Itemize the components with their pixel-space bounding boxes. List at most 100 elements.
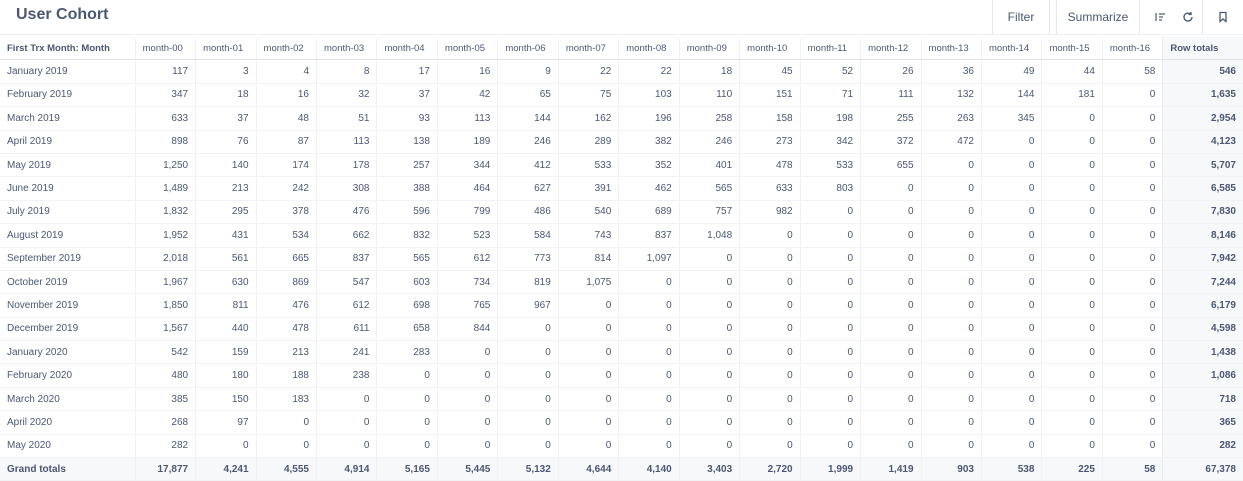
table-cell[interactable]: 0 xyxy=(920,293,982,318)
table-cell[interactable]: 198 xyxy=(799,106,861,131)
table-cell[interactable]: 0 xyxy=(1101,270,1163,295)
grand-total-cell[interactable]: 67,378 xyxy=(1162,457,1243,481)
table-cell[interactable]: 633 xyxy=(134,106,196,131)
table-cell[interactable]: 596 xyxy=(376,200,438,225)
row-label[interactable]: May 2019 xyxy=(0,153,136,178)
table-cell[interactable]: 0 xyxy=(860,200,922,225)
table-cell[interactable]: 4 xyxy=(255,59,317,84)
table-cell[interactable]: 308 xyxy=(315,176,377,201)
table-cell[interactable]: 378 xyxy=(255,200,317,225)
table-cell[interactable]: 0 xyxy=(436,363,498,388)
table-cell[interactable]: 547 xyxy=(315,270,377,295)
table-cell[interactable]: 144 xyxy=(980,83,1042,108)
table-cell[interactable]: 869 xyxy=(255,270,317,295)
row-total-cell[interactable]: 718 xyxy=(1162,387,1243,412)
table-cell[interactable]: 0 xyxy=(195,434,257,459)
table-cell[interactable]: 0 xyxy=(980,176,1042,201)
table-cell[interactable]: 87 xyxy=(255,130,317,154)
table-cell[interactable]: 462 xyxy=(618,176,680,201)
table-cell[interactable]: 0 xyxy=(799,293,861,318)
grand-total-cell[interactable]: 5,132 xyxy=(497,457,559,481)
table-cell[interactable]: 0 xyxy=(980,387,1042,412)
row-label[interactable]: February 2020 xyxy=(0,363,136,388)
table-cell[interactable]: 0 xyxy=(980,153,1042,178)
table-cell[interactable]: 0 xyxy=(860,270,922,295)
row-total-cell[interactable]: 8,146 xyxy=(1162,223,1243,248)
table-cell[interactable]: 0 xyxy=(799,387,861,412)
table-cell[interactable]: 0 xyxy=(557,317,619,342)
table-cell[interactable]: 273 xyxy=(739,130,801,154)
table-cell[interactable]: 246 xyxy=(497,130,559,154)
table-cell[interactable]: 0 xyxy=(1041,293,1103,318)
column-header-month[interactable]: month-05 xyxy=(436,37,498,61)
row-total-cell[interactable]: 1,086 xyxy=(1162,363,1243,388)
table-cell[interactable]: 255 xyxy=(860,106,922,131)
table-cell[interactable]: 159 xyxy=(195,340,257,365)
table-cell[interactable]: 132 xyxy=(920,83,982,108)
table-cell[interactable]: 0 xyxy=(1041,223,1103,248)
table-cell[interactable]: 0 xyxy=(860,223,922,248)
row-total-cell[interactable]: 2,954 xyxy=(1162,106,1243,131)
table-cell[interactable]: 0 xyxy=(920,153,982,178)
table-cell[interactable]: 238 xyxy=(315,363,377,388)
table-cell[interactable]: 0 xyxy=(1101,83,1163,108)
table-cell[interactable]: 0 xyxy=(860,317,922,342)
table-cell[interactable]: 0 xyxy=(980,247,1042,271)
columns-icon[interactable] xyxy=(1146,0,1174,34)
table-cell[interactable]: 0 xyxy=(739,317,801,342)
table-cell[interactable]: 196 xyxy=(618,106,680,131)
table-cell[interactable]: 97 xyxy=(195,410,257,435)
table-cell[interactable]: 0 xyxy=(980,223,1042,248)
column-header-month[interactable]: month-02 xyxy=(255,37,317,61)
table-cell[interactable]: 0 xyxy=(618,363,680,388)
table-cell[interactable]: 832 xyxy=(376,223,438,248)
table-cell[interactable]: 612 xyxy=(315,293,377,318)
column-header-month[interactable]: month-07 xyxy=(557,37,619,61)
table-cell[interactable]: 65 xyxy=(497,83,559,108)
table-cell[interactable]: 263 xyxy=(920,106,982,131)
table-cell[interactable]: 347 xyxy=(134,83,196,108)
table-cell[interactable]: 183 xyxy=(255,387,317,412)
table-cell[interactable]: 0 xyxy=(739,247,801,271)
refresh-icon[interactable] xyxy=(1174,0,1202,34)
table-cell[interactable]: 0 xyxy=(980,410,1042,435)
table-cell[interactable]: 342 xyxy=(799,130,861,154)
row-total-cell[interactable]: 1,635 xyxy=(1162,83,1243,108)
column-header-month[interactable]: month-03 xyxy=(315,37,377,61)
table-cell[interactable]: 0 xyxy=(497,387,559,412)
column-header-dimension[interactable]: First Trx Month: Month xyxy=(0,37,136,61)
table-cell[interactable]: 151 xyxy=(739,83,801,108)
table-cell[interactable]: 18 xyxy=(195,83,257,108)
table-cell[interactable]: 45 xyxy=(739,59,801,84)
row-total-cell[interactable]: 6,179 xyxy=(1162,293,1243,318)
table-cell[interactable]: 478 xyxy=(255,317,317,342)
column-header-month[interactable]: month-16 xyxy=(1101,37,1163,61)
table-cell[interactable]: 0 xyxy=(436,410,498,435)
table-cell[interactable]: 17 xyxy=(376,59,438,84)
table-cell[interactable]: 113 xyxy=(315,130,377,154)
table-cell[interactable]: 0 xyxy=(739,363,801,388)
table-cell[interactable]: 174 xyxy=(255,153,317,178)
table-cell[interactable]: 662 xyxy=(315,223,377,248)
table-cell[interactable]: 0 xyxy=(920,200,982,225)
table-cell[interactable]: 140 xyxy=(195,153,257,178)
table-cell[interactable]: 213 xyxy=(195,176,257,201)
table-cell[interactable]: 213 xyxy=(255,340,317,365)
table-cell[interactable]: 561 xyxy=(195,247,257,271)
table-cell[interactable]: 3 xyxy=(195,59,257,84)
row-total-cell[interactable]: 7,244 xyxy=(1162,270,1243,295)
table-cell[interactable]: 480 xyxy=(134,363,196,388)
table-cell[interactable]: 0 xyxy=(860,340,922,365)
table-cell[interactable]: 1,952 xyxy=(134,223,196,248)
table-cell[interactable]: 898 xyxy=(134,130,196,154)
table-cell[interactable]: 295 xyxy=(195,200,257,225)
table-cell[interactable]: 0 xyxy=(920,340,982,365)
table-cell[interactable]: 385 xyxy=(134,387,196,412)
column-header-month[interactable]: month-11 xyxy=(799,37,861,61)
table-cell[interactable]: 0 xyxy=(1041,130,1103,154)
table-cell[interactable]: 1,489 xyxy=(134,176,196,201)
grand-totals-label[interactable]: Grand totals xyxy=(0,457,136,481)
table-cell[interactable]: 811 xyxy=(195,293,257,318)
table-cell[interactable]: 0 xyxy=(376,387,438,412)
table-cell[interactable]: 0 xyxy=(678,317,740,342)
